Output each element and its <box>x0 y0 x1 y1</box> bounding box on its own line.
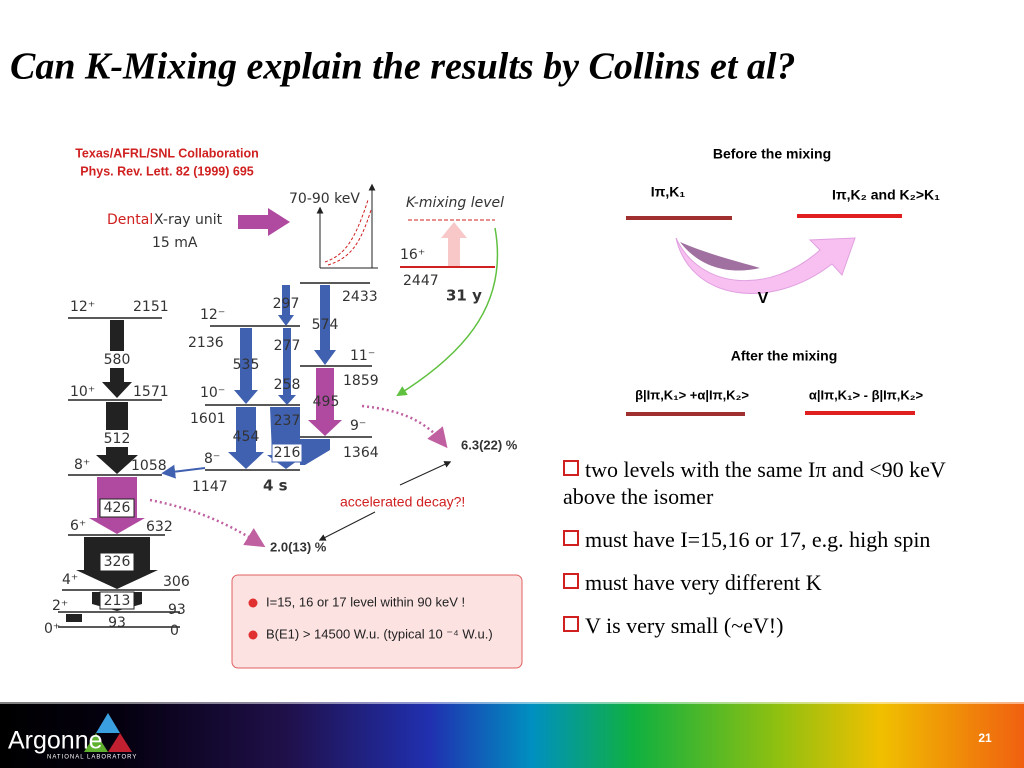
transition-energy: 426 <box>104 500 131 516</box>
isomer-spin: 16⁺ <box>400 247 425 263</box>
transition-energy: 93 <box>108 615 126 631</box>
notes-box <box>231 574 523 669</box>
level-label: Iπ,K₁ <box>651 184 686 200</box>
level-spin: 6⁺ <box>70 518 86 534</box>
transition-energy: 580 <box>104 352 131 368</box>
side-band-lines <box>205 282 372 471</box>
before-title: Before the mixing <box>713 146 831 162</box>
collaboration: Texas/AFRL/SNL Collaboration <box>75 146 259 160</box>
level-spin: 8⁺ <box>74 457 90 473</box>
level-energy: 1571 <box>133 384 169 400</box>
source-current: 15 mA <box>152 235 198 251</box>
pointer-arrow <box>399 461 452 486</box>
level-energy: 2433 <box>342 289 378 305</box>
footer-bar <box>0 702 1024 768</box>
transition-energy: 258 <box>274 377 301 393</box>
transition-energy: 297 <box>273 296 300 312</box>
branching-ratio: 2.0(13) % <box>270 539 327 554</box>
half-life: 4 s <box>263 477 288 495</box>
isomer-half-life: 31 y <box>446 287 482 305</box>
note-bullet <box>248 630 258 640</box>
reference: Phys. Rev. Lett. 82 (1999) 695 <box>80 164 254 178</box>
transition-energy: 216 <box>274 445 301 461</box>
bullet-text: V is very small (~eV!) <box>585 613 784 638</box>
level-spin: 0⁺ <box>44 621 60 637</box>
level-label: α|Iπ,K₁> - β|Iπ,K₂> <box>809 387 924 402</box>
level-energy: 1058 <box>131 458 167 474</box>
page-number: 21 <box>978 731 992 745</box>
pump-arrow <box>441 222 467 268</box>
bullet-text: must have very different K <box>585 570 822 595</box>
transition-energy: 237 <box>274 413 301 429</box>
k-mixing-label: K-mixing level <box>406 195 504 211</box>
logo-text: Argonne <box>8 727 103 755</box>
note: B(E1) > 14500 W.u. (typical 10 ⁻⁴ W.u.) <box>266 626 493 641</box>
bullet-text: must have I=15,16 or 17, e.g. high spin <box>585 527 931 552</box>
note: I=15, 16 or 17 level within 90 keV ! <box>266 594 465 609</box>
transition-energy: 277 <box>274 338 301 354</box>
level-spin: 12⁻ <box>200 307 225 323</box>
logo-subtext: NATIONAL LABORATORY <box>47 755 137 761</box>
level-energy: 0 <box>170 623 179 639</box>
slide-title: Can K-Mixing explain the results by Coll… <box>10 46 795 88</box>
level-energy: 632 <box>146 519 173 535</box>
after-title: After the mixing <box>731 348 838 364</box>
branching-ratio: 6.3(22) % <box>461 437 518 452</box>
level-spin: 4⁺ <box>62 572 78 588</box>
source-unit: X-ray unit <box>154 212 223 228</box>
coupling-shadow <box>680 242 760 271</box>
ground-band-lines <box>58 317 180 628</box>
level-spin: 9⁻ <box>350 418 366 434</box>
transition-energy: 495 <box>313 394 340 410</box>
level-energy: 1147 <box>192 479 228 495</box>
bullet: must have very different K <box>563 569 1003 596</box>
level-energy: 306 <box>163 574 190 590</box>
coupling-label: V <box>758 290 769 307</box>
level-spin: 10⁺ <box>70 384 95 400</box>
level-energy: 93 <box>168 602 186 618</box>
question: accelerated decay?! <box>340 494 465 510</box>
bullet: V is very small (~eV!) <box>563 612 1003 639</box>
bullet: two levels with the same Iπ and <90 keV … <box>563 456 1003 510</box>
level-spin: 11⁻ <box>350 348 375 364</box>
transition-energy: 326 <box>104 554 131 570</box>
energy-range: 70-90 keV <box>289 191 360 207</box>
spectrum-inset <box>316 183 378 269</box>
level-energy: 1601 <box>190 411 226 427</box>
level-spin: 10⁻ <box>200 385 225 401</box>
irradiation-arrow <box>238 208 290 236</box>
level-spin: 2⁺ <box>52 598 68 614</box>
interband-arrow <box>161 464 206 479</box>
level-spin: 12⁺ <box>70 299 95 315</box>
bullet-list: two levels with the same Iπ and <90 keV … <box>563 456 1003 655</box>
source-dental: Dental <box>107 212 153 228</box>
transition-energy: 574 <box>312 317 339 333</box>
level-energy: 2151 <box>133 299 169 315</box>
transition-energy: 454 <box>233 429 260 445</box>
level-label: β|Iπ,K₁> +α|Iπ,K₂> <box>635 387 749 402</box>
isomer-energy: 2447 <box>403 273 439 289</box>
transition-energy: 213 <box>104 593 131 609</box>
note-bullet <box>248 598 258 608</box>
pointer-arrow <box>318 511 376 541</box>
level-energy: 1364 <box>343 445 379 461</box>
argonne-logo <box>84 713 132 752</box>
branch-arrow <box>149 498 266 548</box>
branch-arrow <box>361 404 448 449</box>
level-energy: 2136 <box>188 335 224 351</box>
bullet: must have I=15,16 or 17, e.g. high spin <box>563 526 1003 553</box>
level-spin: 8⁻ <box>204 451 220 467</box>
level-energy: 1859 <box>343 373 379 389</box>
level-label: Iπ,K₂ and K₂>K₁ <box>832 187 940 203</box>
bullet-text: two levels with the same Iπ and <90 keV … <box>563 457 946 509</box>
transition-energy: 535 <box>233 357 260 373</box>
transition-energy: 512 <box>104 431 131 447</box>
coupling-arrow <box>675 237 856 294</box>
decay-path <box>396 227 499 397</box>
